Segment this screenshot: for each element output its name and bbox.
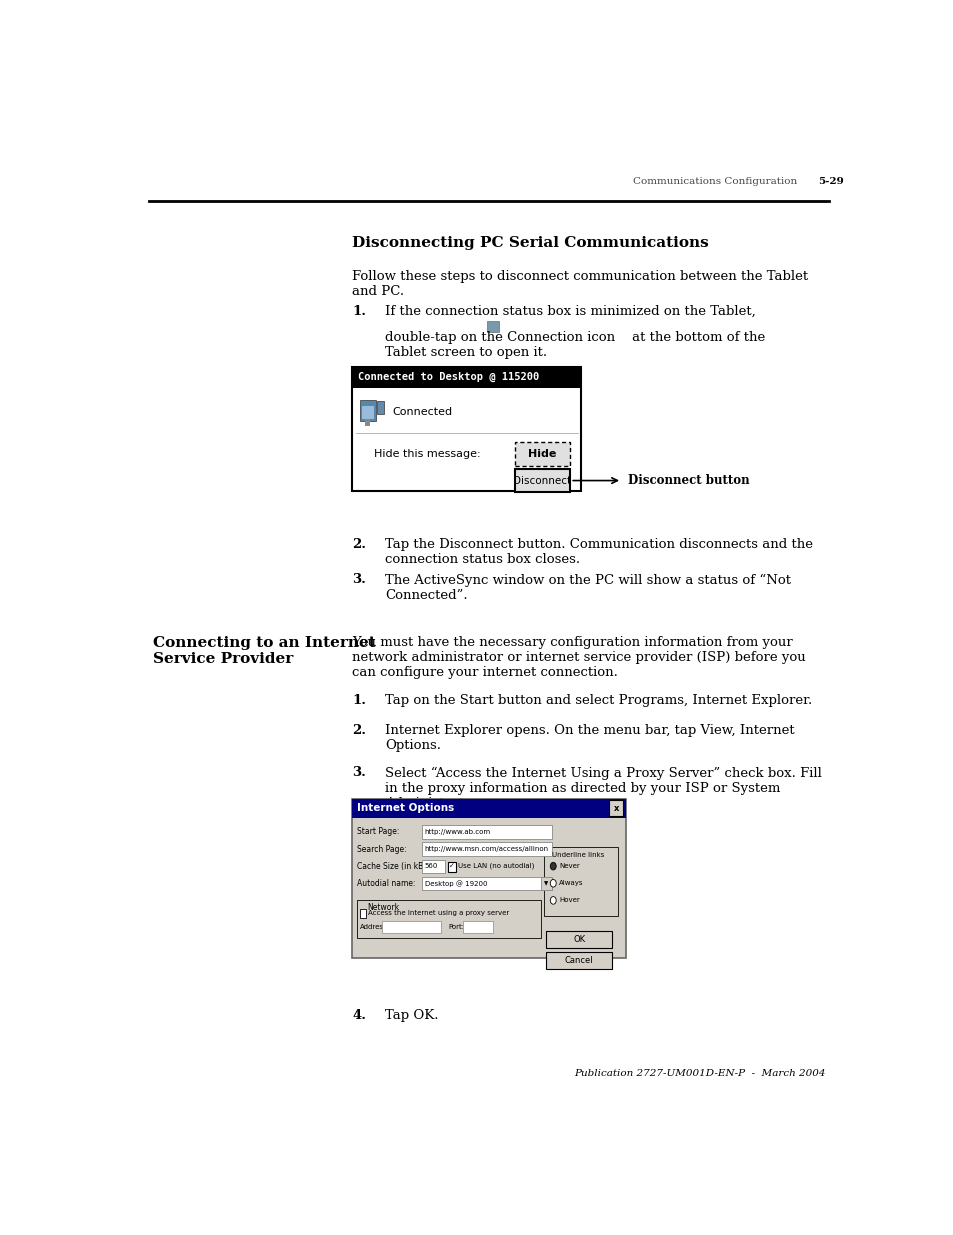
Text: http://www.msn.com/access/allinon: http://www.msn.com/access/allinon (424, 846, 548, 852)
Bar (355, 820, 622, 955)
Bar (515, 468, 570, 493)
Text: Use LAN (no autodial): Use LAN (no autodial) (457, 863, 534, 869)
Circle shape (550, 862, 556, 869)
Bar (422, 860, 444, 873)
Text: Never: Never (558, 863, 579, 869)
Bar (545, 931, 612, 948)
Bar (352, 799, 625, 818)
Bar (544, 847, 618, 915)
Text: 3.: 3. (352, 573, 366, 587)
Text: Hide: Hide (528, 450, 557, 459)
Bar (356, 900, 541, 939)
Text: ▼: ▼ (544, 881, 548, 885)
Bar (486, 321, 498, 332)
Text: 1.: 1. (352, 694, 366, 708)
Text: Always: Always (558, 881, 583, 887)
Text: 3.: 3. (352, 766, 366, 779)
Text: OK: OK (573, 935, 584, 944)
Text: Autodial name:: Autodial name: (356, 879, 415, 888)
Text: Connected to Desktop @ 115200: Connected to Desktop @ 115200 (357, 372, 538, 383)
Text: Start Page:: Start Page: (356, 827, 398, 836)
Bar (608, 800, 623, 816)
Bar (381, 921, 440, 932)
Text: Cache Size (in kB):: Cache Size (in kB): (356, 862, 428, 871)
Text: Access the Internet using a proxy server: Access the Internet using a proxy server (368, 910, 509, 916)
Text: Address:: Address: (359, 924, 389, 930)
Bar (422, 877, 551, 890)
Text: Tap on the Start button and select Programs, Internet Explorer.: Tap on the Start button and select Progr… (385, 694, 812, 708)
Text: Connecting to an Internet
Service Provider: Connecting to an Internet Service Provid… (152, 636, 375, 666)
Bar (448, 862, 456, 872)
Bar (515, 442, 570, 466)
Text: x: x (613, 804, 618, 813)
Text: Hover: Hover (558, 898, 579, 903)
Text: 560: 560 (424, 863, 437, 869)
Text: 4.: 4. (352, 1009, 366, 1021)
Bar (352, 799, 625, 958)
Text: You must have the necessary configuration information from your
network administ: You must have the necessary configuratio… (352, 636, 805, 679)
Bar (422, 825, 551, 839)
Text: Internet Options: Internet Options (356, 803, 454, 813)
Bar (359, 400, 375, 421)
Text: Search Page:: Search Page: (356, 845, 406, 853)
Circle shape (550, 897, 556, 904)
Text: Port:: Port: (448, 924, 464, 930)
Bar (376, 401, 383, 414)
Text: Cancel: Cancel (564, 956, 593, 965)
Text: Publication 2727-UM001D-EN-P  -  March 2004: Publication 2727-UM001D-EN-P - March 200… (573, 1070, 824, 1078)
Text: Disconnect: Disconnect (513, 475, 571, 485)
Bar (365, 419, 370, 426)
Text: 2.: 2. (352, 725, 366, 737)
Text: If the connection status box is minimized on the Tablet,: If the connection status box is minimize… (385, 305, 756, 319)
Text: Hide this message:: Hide this message: (374, 450, 480, 459)
Text: Tap OK.: Tap OK. (385, 1009, 438, 1021)
Bar (352, 367, 580, 388)
Text: Follow these steps to disconnect communication between the Tablet
and PC.: Follow these steps to disconnect communi… (352, 270, 807, 298)
Text: The ActiveSync window on the PC will show a status of “Not
Connected”.: The ActiveSync window on the PC will sho… (385, 573, 791, 601)
Text: Communications Configuration: Communications Configuration (633, 178, 797, 186)
Bar (545, 952, 612, 969)
Text: Select “Access the Internet Using a Proxy Server” check box. Fill
in the proxy i: Select “Access the Internet Using a Prox… (385, 766, 821, 810)
Text: Network: Network (367, 903, 398, 913)
Bar (352, 367, 580, 490)
Text: http://www.ab.com: http://www.ab.com (424, 829, 490, 835)
Text: Connected: Connected (393, 406, 453, 416)
Bar (359, 909, 366, 918)
Bar (541, 877, 551, 890)
Text: 5-29: 5-29 (817, 178, 842, 186)
Bar (422, 842, 551, 856)
Text: 1.: 1. (352, 305, 366, 319)
Text: Underline links: Underline links (551, 852, 603, 858)
Text: Disconnect button: Disconnect button (627, 474, 749, 487)
Text: Disconnecting PC Serial Communications: Disconnecting PC Serial Communications (352, 236, 708, 249)
Bar (361, 406, 374, 419)
Bar (462, 921, 492, 932)
Text: ✓: ✓ (449, 863, 455, 869)
Text: double-tap on the Connection icon    at the bottom of the
Tablet screen to open : double-tap on the Connection icon at the… (385, 331, 765, 359)
Circle shape (550, 879, 556, 887)
Text: 2.: 2. (352, 538, 366, 551)
Text: Desktop @ 19200: Desktop @ 19200 (424, 879, 487, 887)
Text: Internet Explorer opens. On the menu bar, tap View, Internet
Options.: Internet Explorer opens. On the menu bar… (385, 725, 794, 752)
Text: Tap the Disconnect button. Communication disconnects and the
connection status b: Tap the Disconnect button. Communication… (385, 538, 813, 566)
